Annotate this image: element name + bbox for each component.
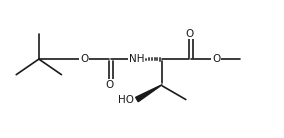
Text: NH: NH (129, 54, 144, 64)
Text: HO: HO (118, 95, 133, 104)
Polygon shape (136, 85, 162, 102)
Text: O: O (185, 29, 194, 39)
Text: O: O (212, 54, 220, 64)
Text: O: O (105, 79, 114, 90)
Text: O: O (80, 54, 88, 64)
